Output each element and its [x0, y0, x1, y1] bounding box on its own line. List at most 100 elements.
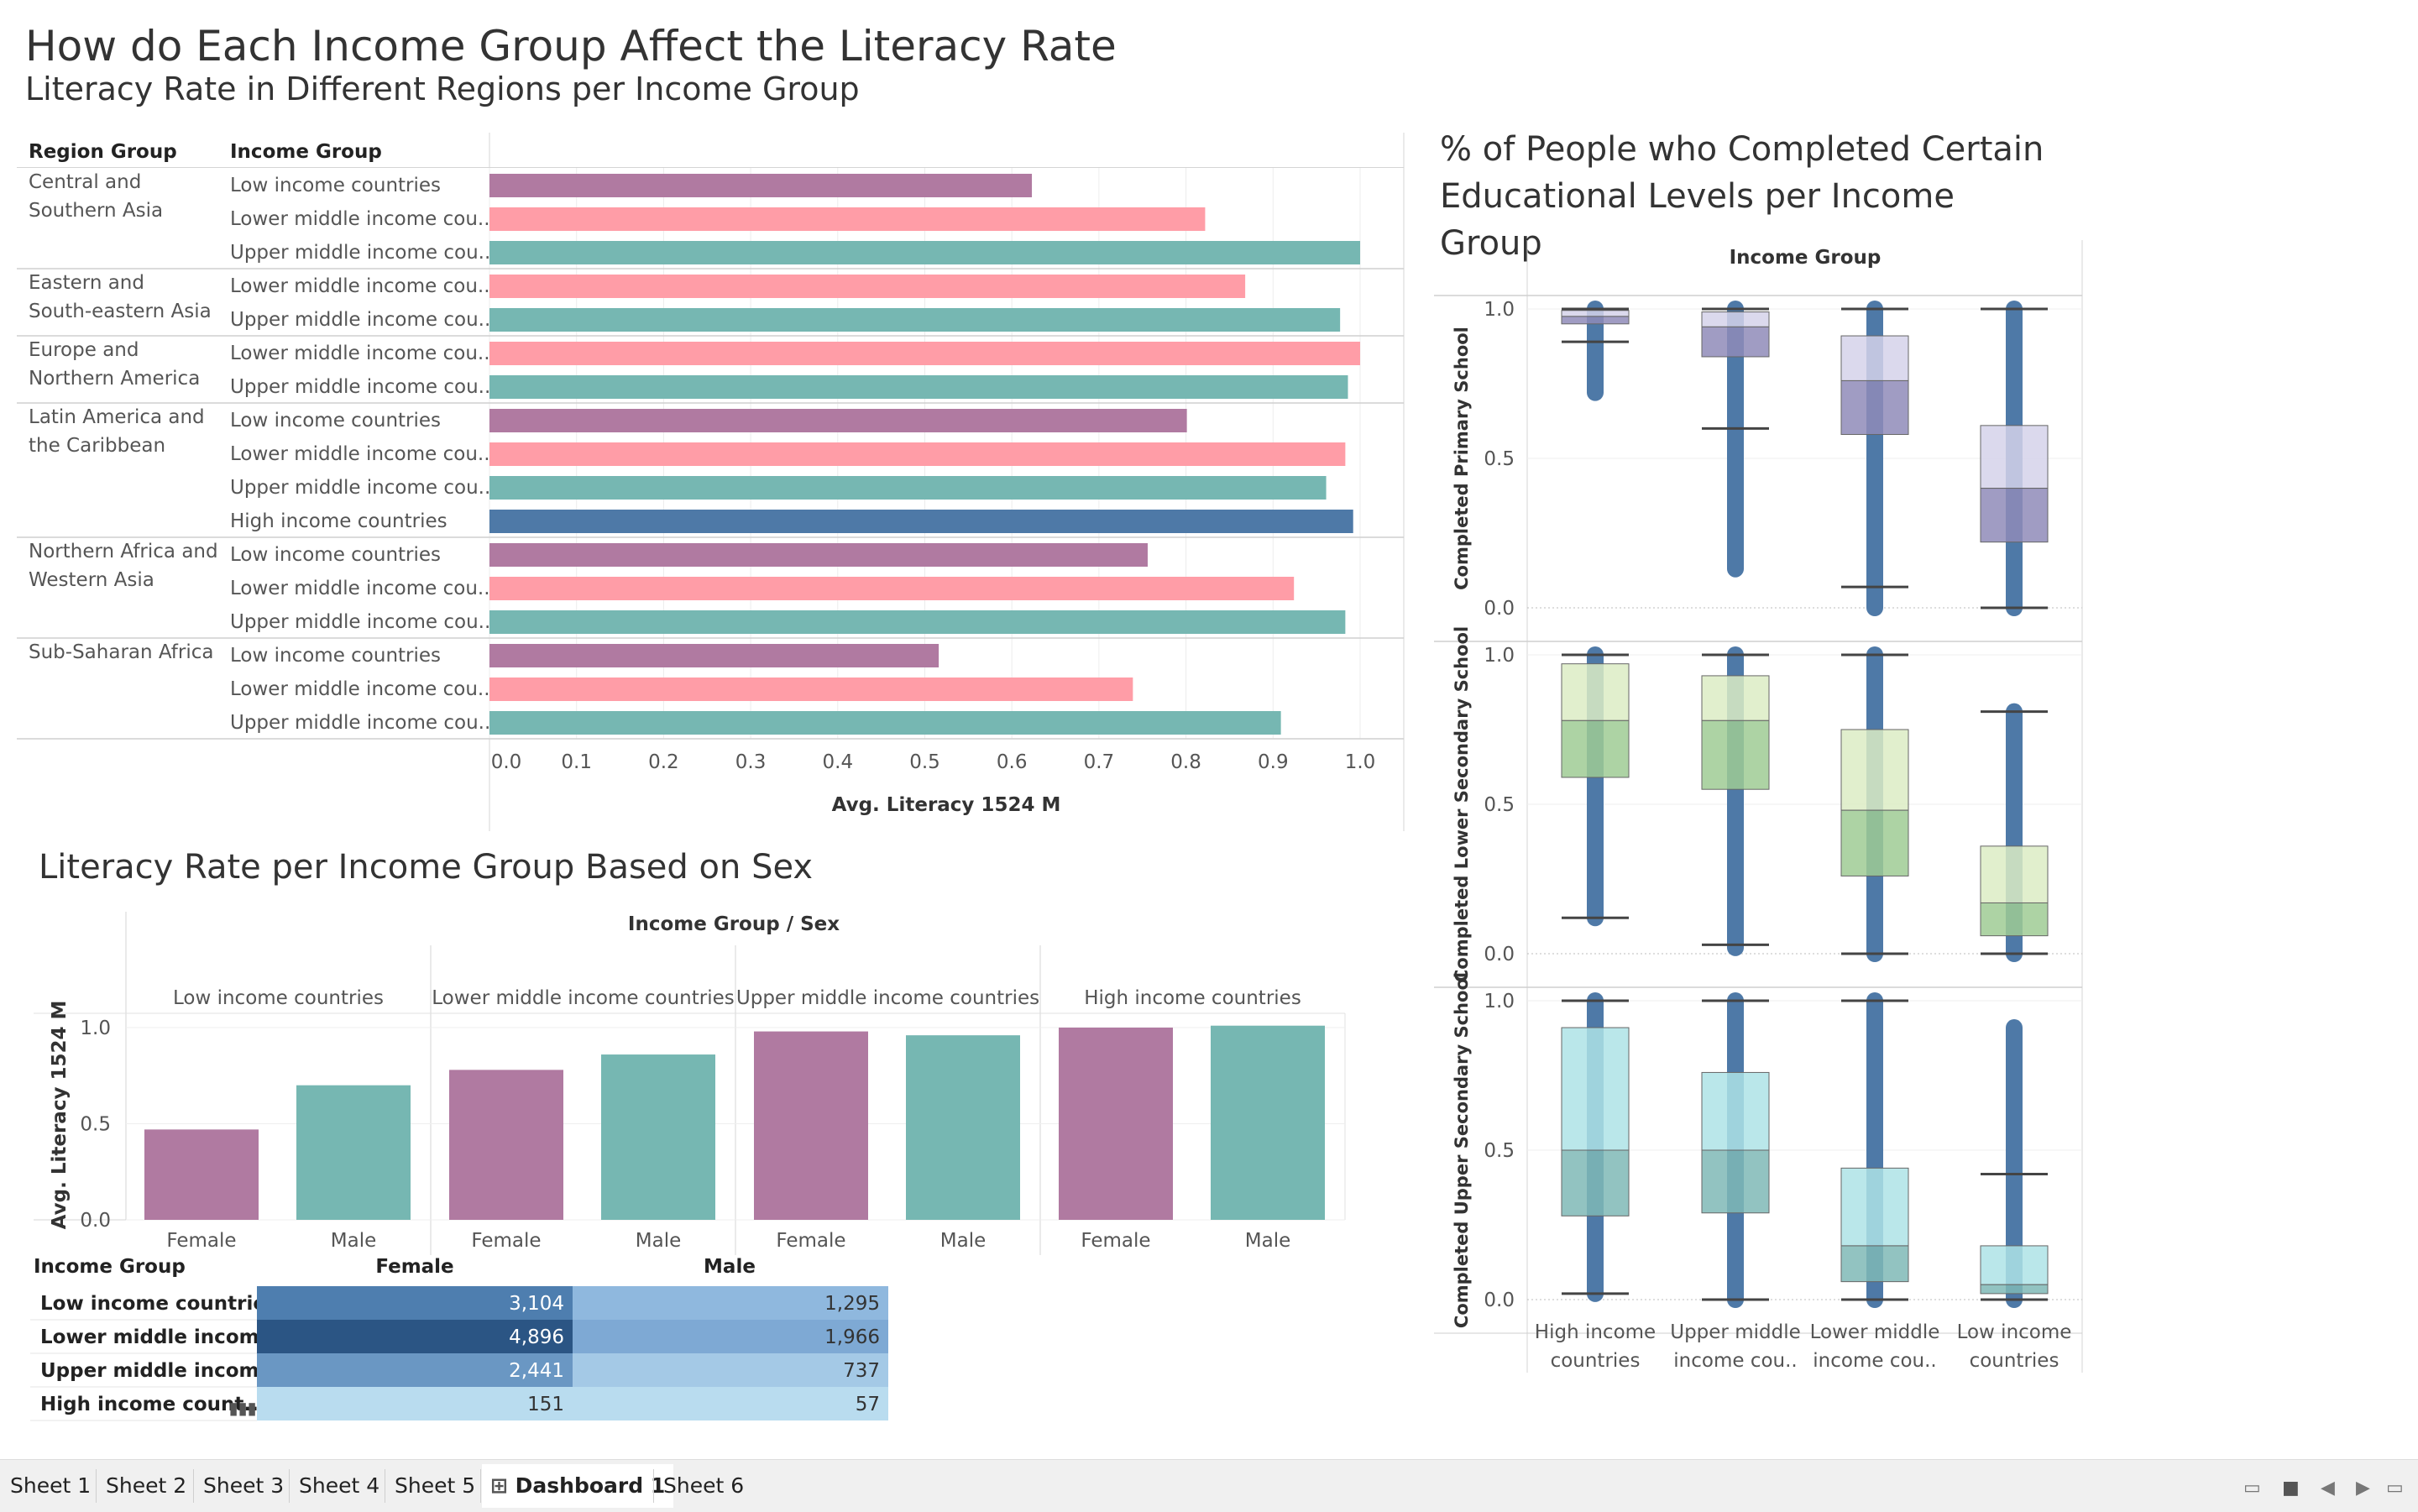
box-upper [1980, 425, 2049, 489]
income-row-label: Lower middle income cou.. [230, 275, 490, 297]
income-group-label: High income countries [1084, 987, 1301, 1009]
region-label: Sub-Saharan Africa [29, 641, 213, 663]
box-lower [1561, 1149, 1630, 1216]
literacy-bar [489, 610, 1346, 634]
box-upper [1561, 1027, 1630, 1151]
literacy-bar [489, 174, 1033, 197]
x-tick-label: 0.5 [909, 751, 940, 773]
literacy-bar [489, 510, 1353, 533]
tab-separator [96, 1469, 97, 1503]
tab-separator [289, 1469, 290, 1503]
box-upper [1840, 335, 1909, 381]
x-tick-label: 0.1 [561, 751, 592, 773]
y-tick-label: 0.5 [80, 1114, 111, 1136]
x-tick-label: 0.3 [735, 751, 767, 773]
literacy-bar [489, 644, 939, 667]
sheet-tab-sheet-2[interactable]: Sheet 2 [97, 1464, 195, 1508]
x-tick-label: 0.9 [1258, 751, 1289, 773]
x-tick-label: 0.8 [1170, 751, 1201, 773]
literacy-bar [489, 342, 1360, 365]
sheet-tab-sheet-3[interactable]: Sheet 3 [195, 1464, 292, 1508]
male-count: 1,966 [824, 1326, 880, 1348]
literacy-bar [489, 275, 1246, 298]
sheet-tab-label: Sheet 6 [663, 1473, 745, 1498]
income-row-label: Lower middle income cou.. [230, 443, 490, 465]
next-sheet-icon[interactable]: ▶ [2356, 1478, 2370, 1499]
sex-bar [296, 1085, 411, 1220]
male-cell [573, 1320, 888, 1353]
y-tick-label: 0.0 [1484, 1290, 1515, 1311]
box-lower [1701, 326, 1770, 358]
category-label: income cou.. [1673, 1350, 1797, 1372]
box-lower [1840, 1245, 1909, 1283]
view-thumbnails-icon[interactable]: ▭ [2243, 1478, 2261, 1499]
sheet-tab-sheet-5[interactable]: Sheet 5 [386, 1464, 484, 1508]
region-label: Central and [29, 171, 141, 193]
income-row-label: Upper middle income cou.. [230, 477, 490, 499]
region-header: Region Group [29, 141, 177, 163]
box-lower [1561, 719, 1630, 778]
female-cell [257, 1320, 573, 1353]
region-label: Eastern and [29, 272, 144, 294]
category-label: Low income [1957, 1321, 2072, 1343]
x-tick-label: 1.0 [1345, 751, 1376, 773]
category-label: income cou.. [1813, 1350, 1936, 1372]
y-tick-label: 0.0 [80, 1210, 111, 1232]
prev-sheet-icon[interactable]: ◀ [2321, 1478, 2335, 1499]
sex-bar [754, 1031, 868, 1220]
sheet-tab-label: Sheet 5 [395, 1473, 476, 1498]
sheet-tab-sheet-1[interactable]: Sheet 1 [2, 1464, 99, 1508]
table-row-label: Lower middle income .. [40, 1326, 294, 1348]
box-lower [1980, 488, 2049, 543]
category-label: High income [1535, 1321, 1656, 1343]
literacy-bar [489, 543, 1148, 567]
female-count: 3,104 [509, 1293, 564, 1315]
sex-bar [144, 1129, 259, 1220]
sex-bar [906, 1035, 1020, 1220]
income-group-label: Lower middle income countries [432, 987, 734, 1009]
box-lower [1980, 1284, 2049, 1295]
sheet-tab-label: Sheet 3 [203, 1473, 285, 1498]
y-tick-label: 1.0 [80, 1018, 111, 1039]
x-axis-title: Avg. Literacy 1524 M [832, 794, 1061, 816]
sheet-tab-label: Sheet 4 [299, 1473, 380, 1498]
box-upper [1980, 845, 2049, 903]
box-lower [1840, 379, 1909, 436]
literacy-bar [489, 442, 1346, 466]
tab-separator [653, 1469, 654, 1503]
male-cell [573, 1387, 888, 1420]
sheet-tab-label: Dashboard 1 [515, 1473, 666, 1498]
y-tick-label: 0.0 [1484, 598, 1515, 620]
sheet-tab-dashboard-1[interactable]: ⊞ Dashboard 1 [482, 1464, 674, 1508]
view-filmstrip-icon[interactable]: ■ [2282, 1478, 2300, 1499]
sheet-tab-bar [0, 1459, 2418, 1512]
region-bar-chart: Region Group Income Group 0.0 0.1 0.2 0.3 0.4 0… [17, 133, 1405, 831]
box-upper [1561, 310, 1630, 317]
region-label: Southern Asia [29, 200, 163, 222]
female-count: 151 [527, 1394, 564, 1415]
box-lower [1980, 902, 2049, 937]
count-table: Income Group Female Male Low income countri… [30, 1256, 888, 1421]
literacy-bar [489, 375, 1348, 399]
literacy-bar [489, 241, 1360, 264]
y-tick-label: 0.5 [1484, 448, 1515, 470]
category-label: Upper middle [1670, 1321, 1801, 1343]
x-tick-label: 0.2 [648, 751, 679, 773]
table-row-label: Low income countries [40, 1293, 278, 1315]
x-tick-label: 0.4 [823, 751, 854, 773]
male-count: 737 [843, 1360, 880, 1382]
x-tick-label: 0.7 [1084, 751, 1115, 773]
box-upper [1701, 1071, 1770, 1151]
sheet-tab-sheet-6[interactable]: Sheet 6 [655, 1464, 752, 1508]
income-row-label: Upper middle income cou.. [230, 376, 490, 398]
category-label: countries [1551, 1350, 1641, 1372]
literacy-bar [489, 207, 1206, 231]
income-row-label: Lower middle income cou.. [230, 208, 490, 230]
region-label: South-eastern Asia [29, 301, 212, 322]
box-header: Income Group [1730, 247, 1882, 269]
box-upper [1561, 663, 1630, 721]
income-row-label: Lower middle income cou.. [230, 343, 490, 364]
sheet-tab-sheet-4[interactable]: Sheet 4 [290, 1464, 388, 1508]
show-sheets-icon[interactable]: ▭ [2386, 1478, 2404, 1499]
box-upper [1840, 729, 1909, 811]
